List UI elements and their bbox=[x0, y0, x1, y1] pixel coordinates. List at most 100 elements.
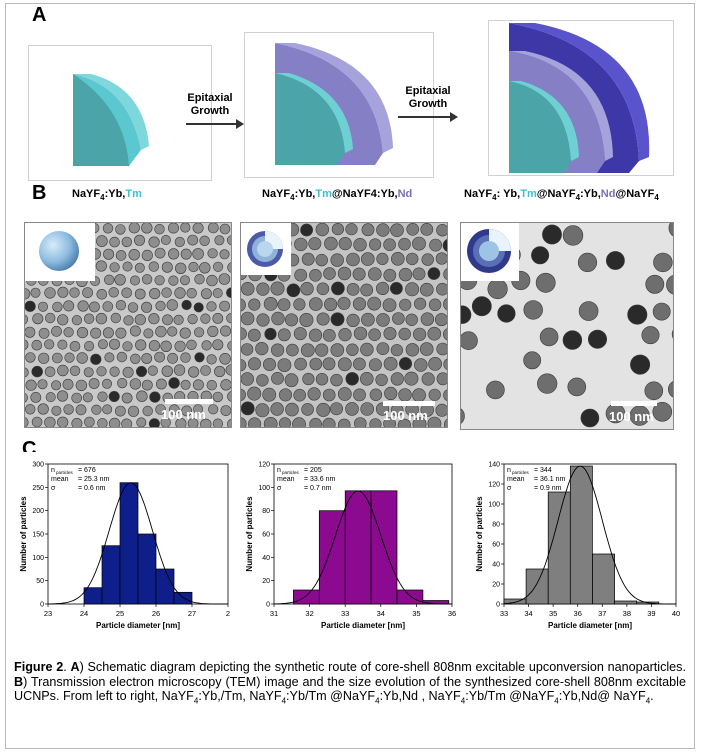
histogram-bar bbox=[547, 491, 571, 605]
nanoparticle bbox=[427, 267, 441, 280]
nanoparticle bbox=[128, 223, 140, 234]
caption-rest-2: :Yb/Tm @NaYF bbox=[286, 689, 376, 704]
nanoparticle bbox=[405, 282, 420, 297]
nanoparticle bbox=[405, 343, 420, 357]
stat-mean-label: mean bbox=[277, 476, 295, 483]
nanoparticle bbox=[155, 378, 167, 390]
x-tick-label: 35 bbox=[549, 609, 557, 618]
nanoparticle bbox=[241, 372, 254, 386]
y-tick-label: 100 bbox=[32, 555, 44, 562]
nanoparticle bbox=[200, 418, 212, 427]
nanoparticle bbox=[412, 417, 427, 427]
arrow-label-1-line1: Epitaxial bbox=[187, 92, 233, 104]
nanoparticle bbox=[397, 418, 411, 427]
nanoparticle bbox=[141, 379, 153, 391]
nanoparticle bbox=[37, 403, 49, 415]
core-quarter-sphere bbox=[73, 74, 149, 166]
formula-3-s2: 4 bbox=[575, 193, 581, 203]
nanoparticle bbox=[486, 380, 505, 400]
nanoparticle bbox=[102, 223, 114, 234]
x-tick-label: 40 bbox=[672, 609, 680, 618]
nanoparticle bbox=[436, 372, 447, 386]
histogram-bar bbox=[370, 490, 398, 605]
nanoparticle bbox=[331, 281, 345, 296]
nanoparticle bbox=[207, 325, 219, 337]
nanoparticle bbox=[219, 223, 231, 235]
caption-b: B bbox=[14, 674, 24, 689]
arrow-label-2: Epitaxial Growth bbox=[400, 85, 456, 111]
nanoparticle bbox=[96, 235, 108, 247]
nanoparticle bbox=[108, 287, 119, 298]
formula-3-p1: NaYF bbox=[464, 188, 493, 200]
y-tick-label: 60 bbox=[492, 542, 500, 549]
nanoparticle bbox=[201, 340, 212, 351]
nanoparticle bbox=[63, 404, 74, 415]
formula-3-p5: @NaYF bbox=[615, 188, 655, 200]
nanoparticle bbox=[308, 237, 322, 251]
nanoparticle bbox=[57, 416, 69, 427]
nanoparticle bbox=[167, 352, 178, 364]
nanoparticle bbox=[278, 417, 292, 427]
nanoparticle bbox=[148, 313, 160, 325]
nanoparticle bbox=[91, 404, 102, 415]
nanoparticle bbox=[316, 402, 331, 417]
nanoparticle bbox=[141, 274, 153, 285]
formula-3-s3: 4 bbox=[654, 193, 659, 203]
nanoparticle bbox=[580, 408, 600, 428]
nanoparticle bbox=[241, 401, 255, 416]
nanoparticle bbox=[354, 417, 367, 427]
nanoparticle bbox=[322, 357, 336, 371]
nanoparticle bbox=[115, 299, 127, 311]
stat-n-label: n bbox=[507, 467, 511, 474]
nanoparticle bbox=[352, 297, 367, 311]
nanoparticle bbox=[420, 223, 434, 236]
nanoparticle bbox=[367, 296, 382, 311]
nanoparticle bbox=[284, 313, 298, 327]
nanoparticle bbox=[129, 378, 142, 390]
stat-sigma-label: σ bbox=[277, 485, 282, 492]
schematic-core-shell bbox=[244, 32, 434, 178]
nanoparticle bbox=[404, 371, 419, 386]
nanoparticle bbox=[241, 417, 247, 427]
y-tick-label: 250 bbox=[32, 485, 44, 492]
nanoparticle bbox=[413, 327, 427, 341]
histogram-bar bbox=[119, 482, 139, 605]
nanoparticle bbox=[376, 313, 390, 327]
histogram-bar bbox=[569, 465, 593, 605]
nanoparticle bbox=[208, 404, 219, 415]
y-axis-label: Number of particles bbox=[19, 496, 28, 572]
x-tick-label: 27 bbox=[188, 609, 196, 618]
gaussian-fit-line bbox=[48, 482, 228, 605]
nanoparticle bbox=[200, 365, 211, 376]
nanoparticle bbox=[173, 314, 184, 325]
arrow-2 bbox=[398, 112, 458, 122]
nanoparticle bbox=[127, 302, 139, 313]
caption-rest-3: :Yb,Nd , NaYF bbox=[379, 689, 461, 704]
x-axis-label: Particle diameter [nm] bbox=[548, 621, 632, 630]
nanoparticle bbox=[241, 282, 255, 296]
nanoparticle bbox=[322, 417, 336, 427]
nanoparticle bbox=[461, 305, 472, 324]
nanoparticle bbox=[69, 341, 81, 352]
nanoparticle bbox=[194, 327, 205, 338]
nanoparticle bbox=[322, 388, 336, 402]
nanoparticle bbox=[443, 358, 447, 370]
nanoparticle bbox=[376, 252, 389, 266]
nanoparticle bbox=[369, 238, 382, 251]
nanoparticle bbox=[31, 416, 43, 427]
nanoparticle bbox=[535, 272, 556, 293]
nanoparticle bbox=[309, 357, 323, 371]
y-axis-label: Number of particles bbox=[245, 496, 254, 572]
y-axis-label: Number of particles bbox=[475, 496, 484, 572]
y-tick-label: 50 bbox=[36, 578, 44, 585]
formula-2-s1: 4 bbox=[290, 193, 295, 203]
nanoparticle bbox=[90, 327, 102, 339]
nanoparticle bbox=[97, 418, 108, 427]
y-tick-label: 200 bbox=[32, 508, 44, 515]
nanoparticle bbox=[162, 314, 173, 326]
nanoparticle bbox=[302, 372, 315, 386]
caption-figure-label: Figure 2 bbox=[14, 660, 64, 674]
nanoparticle bbox=[315, 223, 329, 237]
nanoparticle bbox=[207, 248, 218, 259]
nanoparticle bbox=[428, 298, 442, 311]
